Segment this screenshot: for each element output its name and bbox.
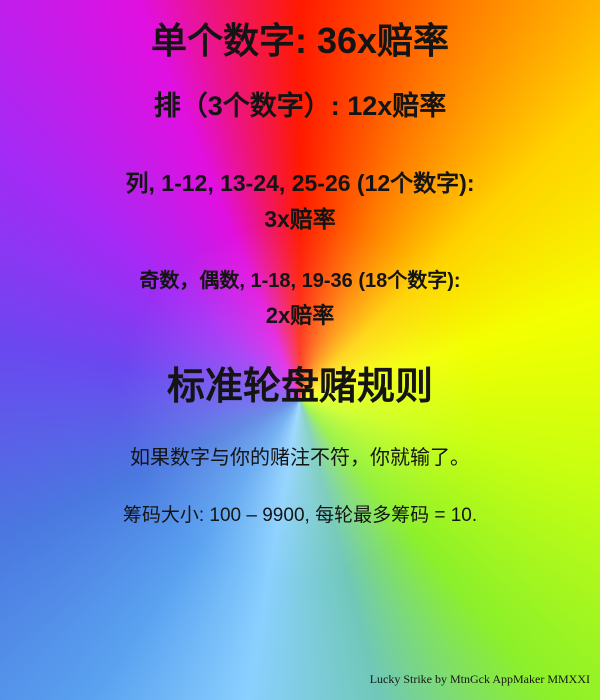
footer-credits: Lucky Strike by MtnGck AppMaker MMXXI: [369, 672, 590, 686]
payout-columns-line1: 列, 1-12, 13-24, 25-26 (12个数字):: [125, 170, 475, 196]
payout-evens-line1: 奇数，偶数, 1-18, 19-36 (18个数字):: [139, 270, 461, 292]
payout-evens-line2: 2x赔率: [265, 303, 335, 328]
payout-row: 排（3个数字）: 12x赔率: [153, 91, 447, 121]
rules-heading: 标准轮盘赌规则: [166, 366, 433, 408]
rules-lose-text: 如果数字与你的赌注不符，你就输了。: [130, 447, 470, 469]
payout-columns-line2: 3x赔率: [264, 206, 336, 232]
payout-single-number: 单个数字: 36x赔率: [150, 20, 450, 61]
rules-chip-size-text: 筹码大小: 100 – 9900, 每轮最多筹码 = 10.: [122, 505, 478, 526]
